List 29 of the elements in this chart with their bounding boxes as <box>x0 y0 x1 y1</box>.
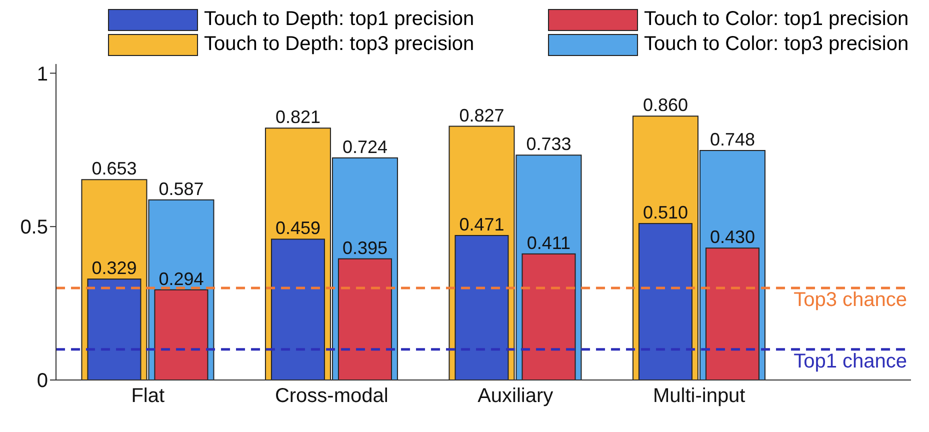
y-tick-label: 0.5 <box>20 216 48 239</box>
data-label: 0.821 <box>275 107 320 128</box>
data-label: 0.587 <box>158 178 204 199</box>
data-label: 0.724 <box>342 136 388 157</box>
x-tick-label: Cross-modal <box>274 385 388 408</box>
data-label: 0.653 <box>92 158 137 179</box>
data-label: 0.395 <box>342 238 388 258</box>
legend-label: Touch to Depth: top3 precision <box>204 33 474 56</box>
ref-line-label: Top3 chance <box>794 289 907 312</box>
data-label: 0.510 <box>642 202 688 223</box>
x-tick-label: Auxiliary <box>478 385 554 408</box>
x-tick-label: Flat <box>131 385 165 408</box>
y-tick-label: 1 <box>36 63 48 86</box>
x-tick-label: Multi-input <box>652 385 746 408</box>
data-label: 0.733 <box>526 134 572 154</box>
y-tick-label: 0 <box>36 370 48 392</box>
data-label: 0.294 <box>158 268 204 289</box>
legend-label: Touch to Depth: top1 precision <box>204 8 474 31</box>
data-label: 0.827 <box>459 105 504 126</box>
ref-line-label: Top1 chance <box>794 350 907 373</box>
data-label: 0.748 <box>710 130 755 150</box>
data-label: 0.411 <box>526 232 571 253</box>
legend-label: Touch to Color: top3 precision <box>644 33 909 56</box>
data-label: 0.471 <box>459 214 504 234</box>
legend-label: Touch to Color: top1 precision <box>644 8 909 31</box>
data-label: 0.430 <box>710 227 755 248</box>
data-label: 0.459 <box>275 218 320 238</box>
data-label: 0.860 <box>642 95 688 116</box>
data-label: 0.329 <box>92 258 137 278</box>
